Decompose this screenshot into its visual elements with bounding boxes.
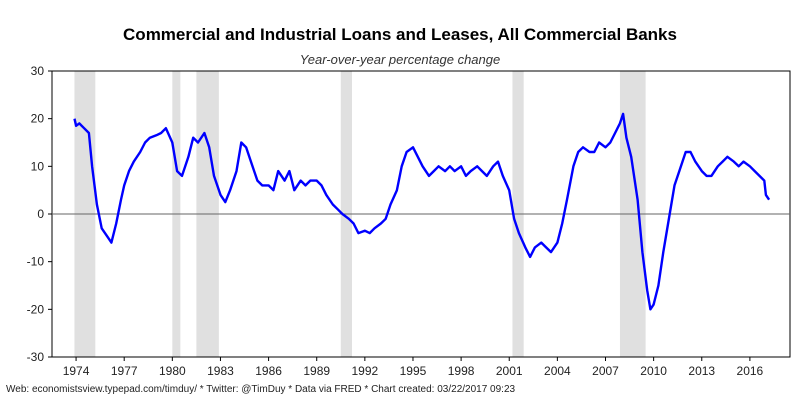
x-tick-label: 2004 [544, 364, 571, 378]
footer-credit: Web: economistsview.typepad.com/timduy/ … [6, 384, 516, 395]
x-tick-label: 1986 [255, 364, 282, 378]
x-tick-label: 1998 [448, 364, 475, 378]
series-line [73, 112, 771, 311]
y-tick-label: 20 [31, 112, 45, 126]
x-tick-label: 2016 [737, 364, 764, 378]
y-tick-label: -20 [27, 302, 45, 316]
y-axis: -30 -20 -10 0 10 20 30 [27, 64, 52, 364]
y-tick-label: 0 [37, 207, 44, 221]
x-tick-label: 2001 [496, 364, 523, 378]
x-tick-label: 1974 [63, 364, 90, 378]
x-tick-label: 2010 [640, 364, 667, 378]
chart-title: Commercial and Industrial Loans and Leas… [123, 25, 677, 44]
x-tick-label: 1980 [159, 364, 186, 378]
x-tick-label: 1995 [400, 364, 427, 378]
chart-subtitle: Year-over-year percentage change [300, 52, 500, 67]
series-lines [73, 112, 771, 311]
x-tick-label: 2013 [688, 364, 715, 378]
y-tick-label: 30 [31, 64, 45, 78]
x-tick-label: 1977 [111, 364, 138, 378]
y-tick-label: -10 [27, 255, 45, 269]
y-tick-label: -30 [27, 350, 45, 364]
x-tick-label: 2007 [592, 364, 619, 378]
x-tick-label: 1983 [207, 364, 234, 378]
x-axis: 1974 1977 1980 1983 1986 1989 1992 1995 1998 2001… [63, 357, 764, 378]
x-tick-label: 1989 [303, 364, 330, 378]
y-tick-label: 10 [31, 159, 45, 173]
x-tick-label: 1992 [351, 364, 378, 378]
